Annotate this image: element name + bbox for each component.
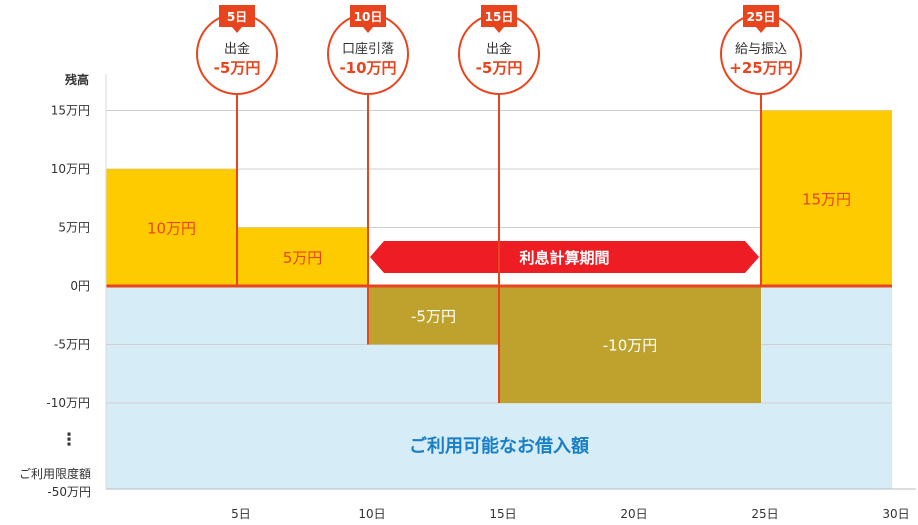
bar-value-label: -10万円 <box>603 337 658 355</box>
y-tick-label: 10万円 <box>51 162 90 176</box>
y-tick-label: 5万円 <box>58 221 90 235</box>
y-tick-label: 0円 <box>70 279 90 293</box>
event-date: 25日 <box>747 10 776 24</box>
credit-limit-value: -50万円 <box>47 485 91 499</box>
x-tick-label: 15日 <box>489 507 516 521</box>
credit-limit-label: ご利用限度額 <box>19 466 91 481</box>
event-amount: -10万円 <box>339 59 396 77</box>
event-date: 5日 <box>227 10 247 24</box>
x-tick-label: 30日 <box>882 507 909 521</box>
y-axis-title: 残高 <box>65 72 89 87</box>
x-tick-label: 10日 <box>358 507 385 521</box>
event-amount: -5万円 <box>476 59 523 77</box>
event-amount: +25万円 <box>729 59 792 77</box>
event-amount: -5万円 <box>214 59 261 77</box>
bar-value-label: -5万円 <box>411 307 456 325</box>
y-axis-ellipsis: ⋮ <box>61 430 78 450</box>
bar-value-label: 5万円 <box>283 249 323 267</box>
credit-area-label: ご利用可能なお借入額 <box>409 435 589 457</box>
interest-period-label: 利息計算期間 <box>519 249 609 267</box>
event-name: 給与振込 <box>735 42 787 57</box>
event-name: 出金 <box>224 41 250 57</box>
x-tick-label: 20日 <box>620 507 647 521</box>
y-tick-label: 15万円 <box>51 104 90 118</box>
bar-value-label: 10万円 <box>147 220 196 238</box>
event-date: 15日 <box>485 10 514 24</box>
y-tick-label: -10万円 <box>46 396 90 410</box>
event-date: 10日 <box>354 10 383 24</box>
y-tick-label: -5万円 <box>54 338 90 352</box>
event-name: 出金 <box>486 41 512 57</box>
x-tick-label: 5日 <box>231 507 251 521</box>
bar-value-label: 15万円 <box>802 190 851 208</box>
event-name: 口座引落 <box>342 42 394 57</box>
x-tick-label: 25日 <box>751 507 778 521</box>
